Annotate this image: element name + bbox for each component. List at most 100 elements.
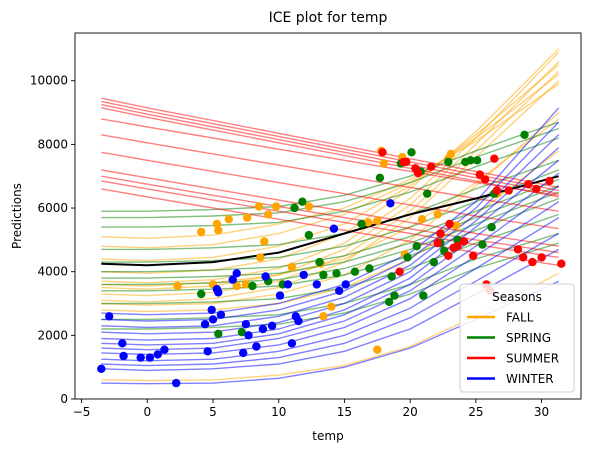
data-point-spring <box>412 242 421 251</box>
data-point-spring <box>315 257 324 267</box>
data-point-summer <box>490 154 499 163</box>
data-point-spring <box>197 289 206 299</box>
x-tick-label: 10 <box>271 405 286 419</box>
data-point-fall <box>379 159 389 168</box>
data-point-fall <box>446 149 456 159</box>
data-point-spring <box>365 264 374 273</box>
data-point-fall <box>212 219 222 229</box>
data-point-spring <box>429 257 438 267</box>
data-point-summer <box>545 176 554 186</box>
legend-label-winter: WINTER <box>506 372 554 386</box>
ice-curve-fall <box>101 118 560 287</box>
x-tick-label: 30 <box>534 405 549 419</box>
y-tick-label: 6000 <box>37 201 68 215</box>
plot-area <box>97 48 566 388</box>
data-point-spring <box>375 173 385 182</box>
ice-curve-spring <box>101 191 559 286</box>
data-point-winter <box>200 320 210 329</box>
data-point-summer <box>436 229 445 238</box>
data-point-winter <box>386 199 395 208</box>
data-point-spring <box>466 156 475 165</box>
y-tick-label: 2000 <box>37 328 68 342</box>
data-point-spring <box>520 130 529 139</box>
data-point-summer <box>504 186 513 195</box>
legend-label-summer: SUMMER <box>506 352 559 366</box>
legend-title: Seasons <box>492 290 542 304</box>
data-point-spring <box>319 270 328 280</box>
data-point-summer <box>492 186 502 195</box>
data-point-winter <box>136 353 145 362</box>
data-point-spring <box>214 329 223 338</box>
ice-curve-fall <box>101 73 560 249</box>
data-point-winter <box>214 288 223 297</box>
ice-curve-winter <box>101 217 560 362</box>
ice-curve-summer <box>101 151 559 230</box>
x-tick-label: −5 <box>73 405 91 419</box>
ice-curve-spring <box>101 185 559 279</box>
data-point-fall <box>327 302 336 311</box>
data-point-winter <box>145 353 155 362</box>
data-point-spring <box>444 157 453 167</box>
data-point-winter <box>275 291 285 300</box>
data-point-fall <box>373 345 382 354</box>
data-point-fall <box>264 210 273 219</box>
data-point-spring <box>237 328 247 337</box>
data-point-fall <box>197 227 206 237</box>
x-axis: −5 0 5 10 15 20 25 30 <box>73 399 549 419</box>
ice-curve-spring <box>101 197 559 292</box>
data-point-spring <box>403 253 412 262</box>
x-tick-label: 20 <box>403 405 418 419</box>
data-point-spring <box>350 267 360 276</box>
ice-curve-summer <box>101 103 559 195</box>
data-point-winter <box>208 315 218 324</box>
legend-label-spring: SPRING <box>506 331 551 345</box>
data-point-spring <box>298 197 307 206</box>
data-point-winter <box>252 342 261 351</box>
ice-curve-fall <box>101 48 560 275</box>
data-point-winter <box>312 280 321 289</box>
ice-curve-summer <box>101 107 559 198</box>
data-point-winter <box>299 270 308 280</box>
data-point-fall <box>256 253 265 262</box>
chart-title: ICE plot for temp <box>269 10 388 26</box>
ice-curve-winter <box>101 147 560 335</box>
data-point-summer <box>459 237 469 246</box>
data-point-summer <box>433 238 442 248</box>
data-point-winter <box>105 312 114 321</box>
data-point-fall <box>363 218 373 227</box>
data-point-winter <box>172 378 181 388</box>
x-tick-label: 15 <box>337 405 352 419</box>
x-tick-label: 25 <box>468 405 483 419</box>
series-summer <box>101 97 559 266</box>
ice-curve-winter <box>101 185 560 351</box>
y-tick-label: 0 <box>60 392 68 406</box>
ice-curve-fall <box>101 112 560 306</box>
data-point-winter <box>244 331 253 340</box>
data-point-winter <box>261 272 270 281</box>
data-point-summer <box>480 175 490 184</box>
data-point-spring <box>473 156 482 165</box>
data-point-winter <box>160 345 169 354</box>
ice-curve-spring <box>101 169 559 263</box>
ice-curve-fall <box>101 80 560 303</box>
data-point-fall <box>224 215 233 224</box>
data-point-winter <box>228 275 237 284</box>
data-point-winter <box>258 324 268 334</box>
data-point-winter <box>267 321 277 330</box>
data-point-fall <box>287 262 297 272</box>
ice-curve-fall <box>101 83 560 240</box>
plot-frame <box>74 32 582 400</box>
data-point-spring <box>332 269 341 278</box>
data-point-summer <box>395 267 404 276</box>
data-point-spring <box>419 291 428 300</box>
data-point-winter <box>232 269 241 278</box>
data-point-summer <box>524 180 533 189</box>
data-point-summer <box>469 251 478 260</box>
data-point-fall <box>214 226 223 235</box>
data-point-winter <box>118 339 127 348</box>
data-point-summer <box>453 242 462 251</box>
y-tick-label: 4000 <box>37 265 68 279</box>
data-point-summer <box>378 148 387 157</box>
data-point-winter <box>239 348 248 358</box>
data-point-winter <box>294 316 303 326</box>
